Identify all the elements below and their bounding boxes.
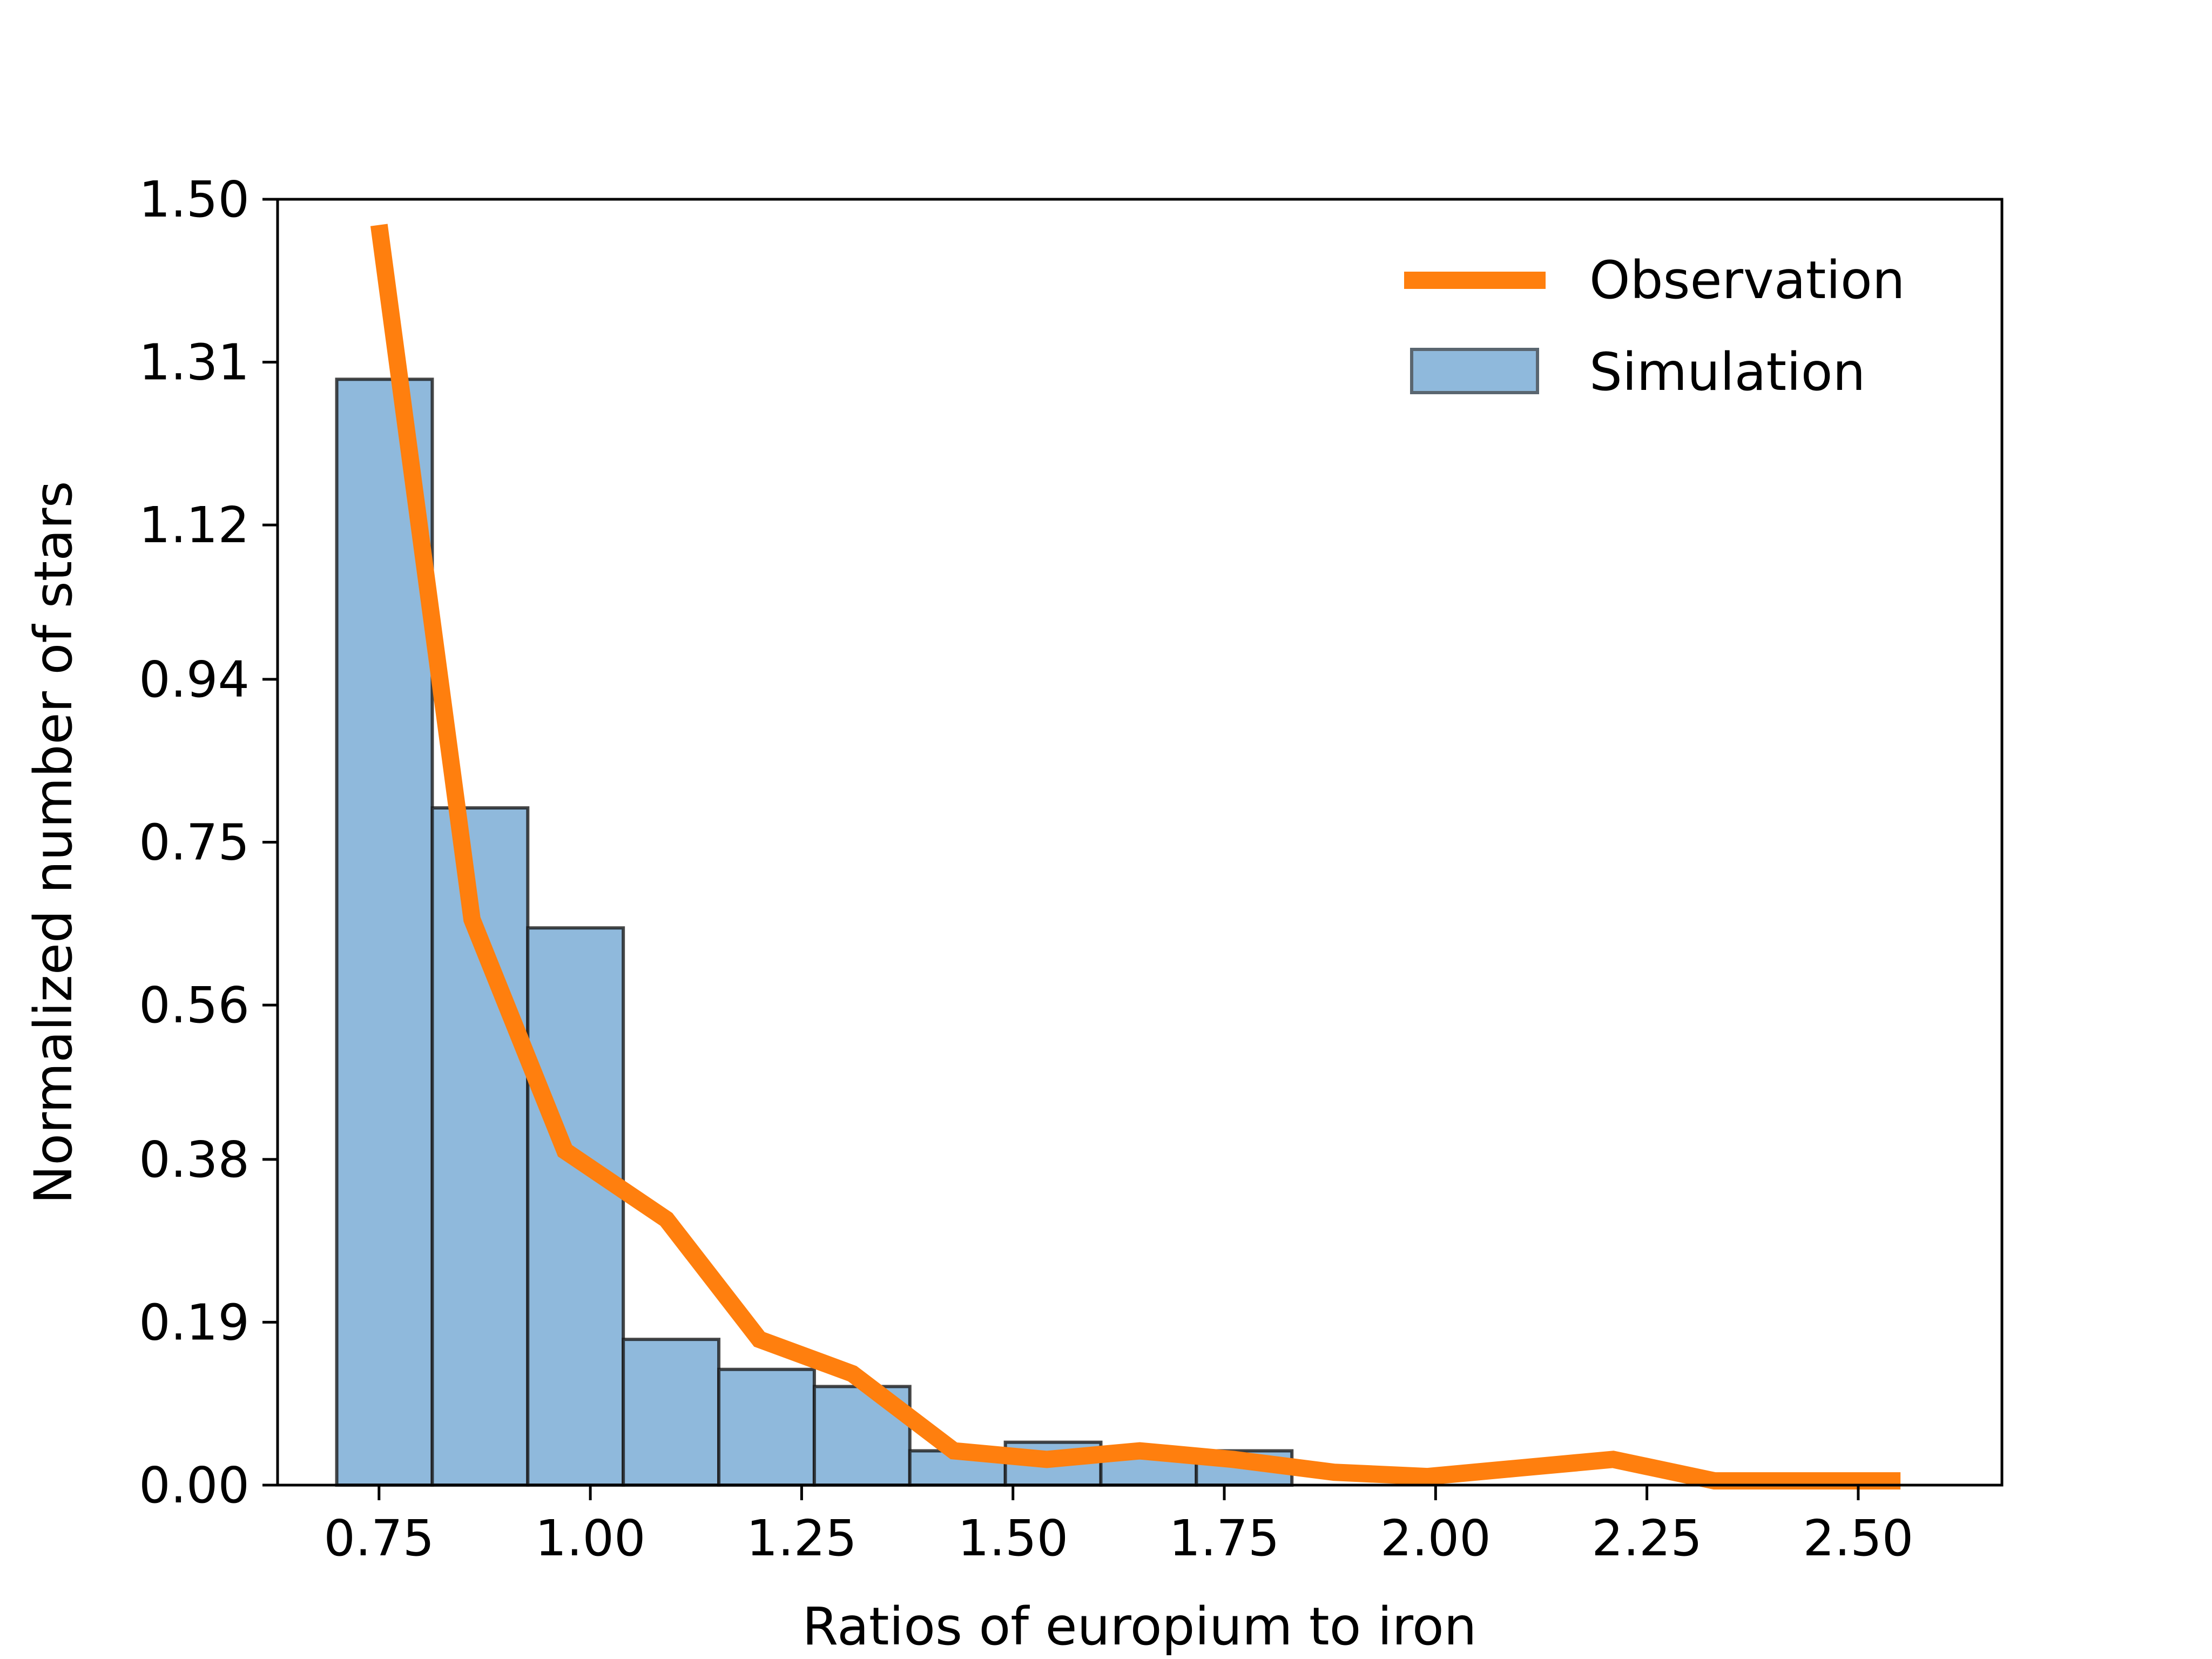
histogram-bar [622, 1338, 721, 1487]
y-tick-label: 0.75 [139, 814, 249, 872]
y-axis: 0.00 0.19 0.38 0.56 0.75 0.94 1.12 1.31 1.50 [139, 171, 278, 1514]
y-tick-label: 0.00 [139, 1456, 249, 1514]
y-tick-label: 1.50 [139, 171, 249, 228]
histogram-bar [526, 926, 625, 1487]
observation-line [370, 224, 1901, 1490]
y-tick-label: 0.19 [139, 1293, 249, 1351]
x-tick-label: 1.50 [957, 1509, 1068, 1567]
x-tick-label: 2.00 [1380, 1509, 1491, 1567]
y-tick-label: 0.56 [139, 976, 249, 1034]
x-axis: 0.75 1.00 1.25 1.50 1.75 2.00 2.25 2.50 [323, 1485, 1913, 1567]
x-tick-label: 2.50 [1803, 1509, 1913, 1567]
y-tick-label: 0.38 [139, 1131, 249, 1189]
histogram-bar [717, 1367, 816, 1487]
y-tick-label: 1.31 [139, 334, 249, 392]
histogram-bar [430, 806, 530, 1487]
legend-observation-label: Observation [1589, 250, 1905, 311]
y-tick-label: 0.94 [139, 651, 249, 709]
y-tick-label: 1.12 [139, 496, 249, 554]
x-tick-label: 1.75 [1169, 1509, 1280, 1567]
legend: Observation Simulation [1404, 250, 1905, 402]
x-tick-label: 2.25 [1591, 1509, 1702, 1567]
legend-simulation-label: Simulation [1589, 342, 1865, 402]
x-tick-label: 0.75 [323, 1509, 434, 1567]
y-axis-label: Normalized number of stars [23, 481, 84, 1204]
legend-simulation-swatch [1410, 348, 1539, 394]
x-tick-label: 1.00 [535, 1509, 646, 1567]
x-axis-label: Ratios of europium to iron [802, 1596, 1476, 1657]
x-tick-label: 1.25 [746, 1509, 857, 1567]
observation-line-layer [370, 224, 1901, 1490]
